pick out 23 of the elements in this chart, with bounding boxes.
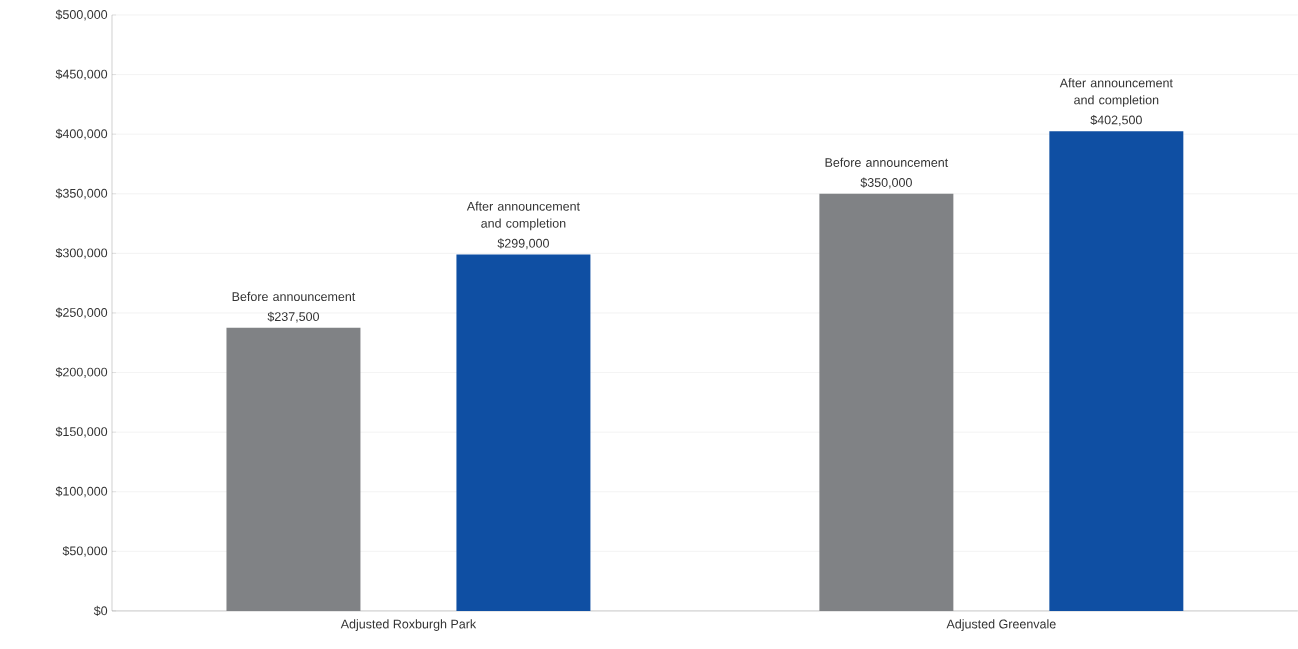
- bar: [456, 254, 591, 611]
- text: Before announcement: [232, 291, 356, 302]
- y-tick-label: $450,000: [55, 69, 108, 81]
- y-tick-label: $500,000: [55, 9, 108, 21]
- y-tick-label: $0: [93, 605, 108, 617]
- x-tick-label: Adjusted Greenvale: [946, 619, 1056, 631]
- text: Before announcement: [825, 157, 949, 167]
- data-label: $402,500: [1090, 115, 1142, 126]
- text: After announcement and completion: [1059, 78, 1173, 107]
- data-label: $237,500: [267, 311, 320, 323]
- y-tick-label: $350,000: [55, 188, 108, 200]
- y-tick-label: $150,000: [55, 426, 108, 438]
- y-tick-label: $100,000: [55, 486, 108, 498]
- y-tick-label: $50,000: [62, 545, 108, 557]
- y-tick-label: $250,000: [55, 307, 108, 319]
- y-tick-label: $400,000: [55, 128, 108, 140]
- data-label: $299,000: [497, 238, 549, 250]
- x-tick-label: Adjusted Roxburgh Park: [340, 619, 477, 631]
- y-tick-label: $200,000: [55, 367, 108, 379]
- y-tick-label: $300,000: [55, 247, 108, 259]
- series-label: After announcement and completion: [466, 201, 580, 231]
- bar: [1049, 131, 1184, 611]
- data-label: $350,000: [860, 177, 912, 189]
